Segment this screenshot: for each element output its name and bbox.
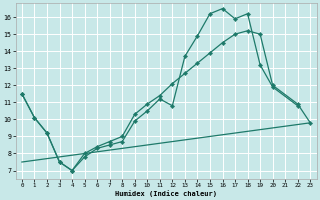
X-axis label: Humidex (Indice chaleur): Humidex (Indice chaleur) bbox=[115, 190, 217, 197]
